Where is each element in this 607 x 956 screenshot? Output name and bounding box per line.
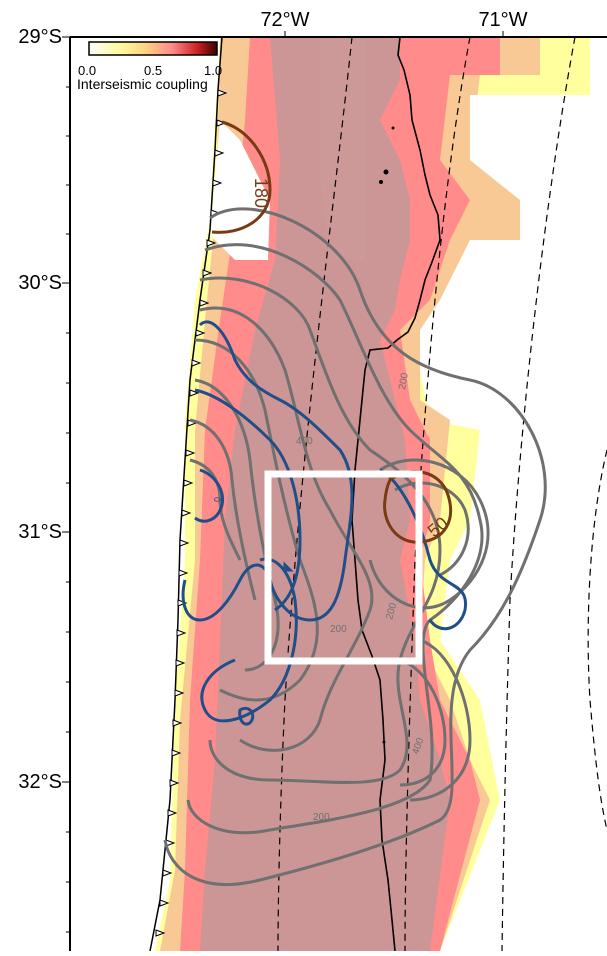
colorbar-title: Interseismic coupling	[75, 76, 210, 92]
trench-teeth	[155, 89, 228, 937]
contour-label-400-a: 400	[296, 436, 313, 447]
contour-label-200-a: 200	[397, 372, 411, 391]
lat-label-29s: 29°S	[18, 26, 62, 48]
islands	[379, 126, 395, 744]
study-area-box	[264, 470, 423, 665]
lat-label-30s: 30°S	[18, 272, 62, 294]
contour-label-0: 0	[212, 497, 222, 502]
lat-label-32s: 32°S	[18, 771, 62, 793]
colorbar-gradient	[88, 41, 218, 56]
slab-depth-lines	[277, 36, 607, 952]
lon-label-72w: 72°W	[260, 9, 310, 31]
contour-label-200-b: 200	[384, 601, 399, 620]
coupling-field	[155, 37, 590, 951]
lat-label-31s: 31°S	[18, 521, 62, 543]
colorbar-tick-label: 1.0	[204, 63, 223, 78]
colorbar-tick-label: 0.5	[144, 63, 163, 78]
contour-label-200-c: 200	[330, 624, 347, 635]
colorbar	[88, 41, 218, 56]
coastline	[351, 36, 441, 952]
contour-label-200-d: 200	[313, 812, 330, 823]
blue-contours	[181, 320, 468, 726]
contour-label-180: 180	[251, 178, 271, 208]
colorbar-tick-label: 0.0	[78, 63, 97, 78]
map-frame	[62, 31, 607, 951]
gray-contours	[163, 207, 547, 886]
lon-label-71w: 71°W	[478, 9, 528, 31]
